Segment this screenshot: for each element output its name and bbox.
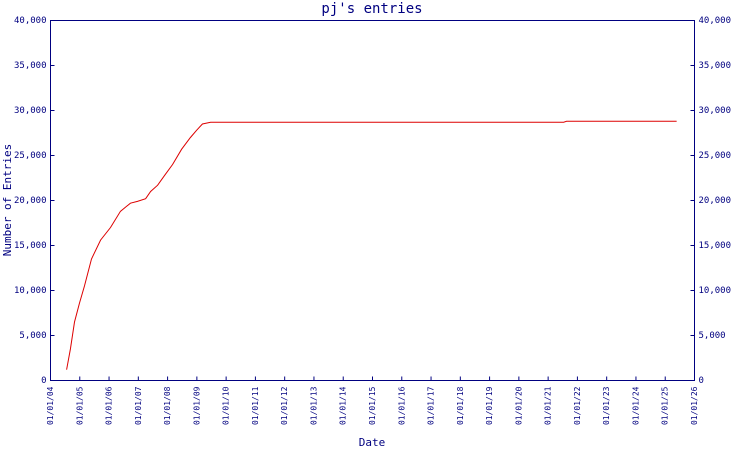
x-tick-label: 01/01/14	[339, 386, 348, 425]
x-tick-label: 01/01/21	[544, 386, 553, 425]
data-line	[66, 120, 677, 370]
x-tick-label: 01/01/13	[309, 386, 318, 425]
y-tick-label: 5,000	[19, 331, 46, 341]
y2-tick-label: 10,000	[699, 286, 732, 296]
x-tick-label: 01/01/19	[485, 386, 494, 425]
x-tick-label: 01/01/15	[368, 386, 377, 425]
x-tick-label: 01/01/23	[602, 386, 611, 425]
x-tick-label: 01/01/07	[134, 386, 143, 425]
y-tick-label: 30,000	[14, 106, 47, 116]
x-tick-label: 01/01/16	[397, 386, 406, 425]
y-tick-label: 20,000	[14, 196, 47, 206]
y2-tick-label: 15,000	[699, 241, 732, 251]
x-tick-label: 01/01/05	[75, 386, 84, 425]
y-tick-label: 35,000	[14, 61, 47, 71]
x-tick-label: 01/01/26	[690, 386, 699, 425]
y2-tick-label: 30,000	[699, 106, 732, 116]
x-axis-label: Date	[359, 436, 386, 449]
y2-tick-label: 20,000	[699, 196, 732, 206]
x-tick-label: 01/01/20	[514, 386, 523, 425]
y-tick-label: 40,000	[14, 16, 47, 26]
y-tick-label: 10,000	[14, 286, 47, 296]
x-tick-label: 01/01/08	[163, 386, 172, 425]
x-tick-label: 01/01/18	[456, 386, 465, 425]
y-tick-label: 15,000	[14, 241, 47, 251]
y-tick-label: 0	[41, 376, 46, 386]
x-tick-label: 01/01/25	[661, 386, 670, 425]
y2-tick-label: 40,000	[699, 16, 732, 26]
x-tick-label: 01/01/09	[192, 386, 201, 425]
y2-tick-label: 5,000	[699, 331, 726, 341]
y-axis-label: Number of Entries	[1, 144, 14, 257]
y-tick-label: 25,000	[14, 151, 47, 161]
x-tick-label: 01/01/22	[573, 386, 582, 425]
y2-tick-label: 25,000	[699, 151, 732, 161]
x-tick-label: 01/01/11	[251, 386, 260, 425]
y2-tick-label: 35,000	[699, 61, 732, 71]
y2-tick-label: 0	[699, 376, 704, 386]
x-tick-label: 01/01/12	[280, 386, 289, 425]
x-tick-label: 01/01/24	[631, 386, 640, 425]
x-tick-label: 01/01/10	[222, 386, 231, 425]
x-tick-label: 01/01/06	[105, 386, 114, 425]
chart-title: pj's entries	[321, 1, 422, 17]
plot-frame	[50, 20, 695, 381]
x-tick-label: 01/01/04	[46, 386, 55, 425]
x-tick-label: 01/01/17	[427, 386, 436, 425]
